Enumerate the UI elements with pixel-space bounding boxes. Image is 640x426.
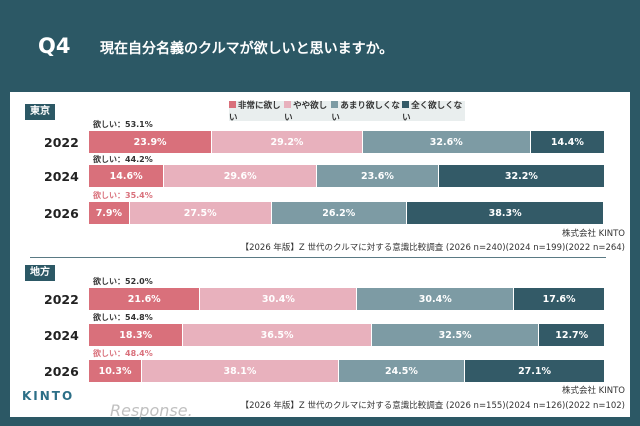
- bar-segment: 23.9%: [89, 131, 213, 153]
- bar-segment: 7.9%: [89, 202, 130, 224]
- want-total-label: 欲しい：44.2%: [93, 155, 153, 164]
- bar-segment: 26.2%: [271, 202, 407, 224]
- year-label: 2026: [44, 364, 79, 379]
- want-total-label: 欲しい：52.0%: [93, 277, 153, 286]
- bar-segment: 38.1%: [142, 360, 339, 382]
- year-label: 2024: [44, 328, 79, 343]
- stacked-bar: 14.6% 29.6% 23.6% 32.2%: [89, 165, 605, 187]
- legend: 非常に欲しい やや欲しい あまり欲しくない 全く欲しくない: [229, 101, 465, 123]
- divider: [30, 257, 606, 258]
- bar-segment: 32.6%: [362, 131, 531, 153]
- bar-segment: 30.4%: [357, 288, 515, 310]
- bar-segment: 18.3%: [89, 324, 184, 346]
- bar-segment: 29.2%: [212, 131, 363, 153]
- source-note: 株式会社 KINTO: [561, 229, 625, 239]
- bar-segment: 32.2%: [438, 165, 605, 187]
- stacked-bar: 7.9% 27.5% 26.2% 38.3%: [89, 202, 605, 224]
- bar-segment: 10.3%: [89, 360, 143, 382]
- bar-segment: 30.4%: [200, 288, 358, 310]
- region-label: 東京: [25, 104, 55, 120]
- source-note: 【2026 年版】Z 世代のクルマに対する意識比較調査 (2026 n=155)…: [240, 401, 625, 411]
- bar-segment: 23.6%: [317, 165, 439, 187]
- bar-segment: 14.4%: [530, 131, 606, 153]
- legend-item: やや欲しい: [284, 101, 328, 123]
- bar-segment: 27.1%: [465, 360, 605, 382]
- source-note: 【2026 年版】Z 世代のクルマに対する意識比較調査 (2026 n=240)…: [240, 243, 625, 253]
- legend-item: あまり欲しくない: [331, 101, 400, 123]
- want-total-label: 欲しい：54.8%: [93, 313, 153, 322]
- want-total-label: 欲しい：53.1%: [93, 120, 153, 129]
- want-total-label: 欲しい：35.4%: [93, 191, 153, 200]
- bar-segment: 27.5%: [129, 202, 272, 224]
- region-label: 地方: [25, 265, 55, 281]
- bar-segment: 32.5%: [371, 324, 540, 346]
- stacked-bar: 10.3% 38.1% 24.5% 27.1%: [89, 360, 605, 382]
- bar-segment: 17.6%: [514, 288, 605, 310]
- legend-item: 全く欲しくない: [402, 101, 463, 123]
- bar-segment: 36.5%: [183, 324, 372, 346]
- kinto-logo: KINTO: [22, 389, 75, 403]
- bar-segment: 29.6%: [164, 165, 318, 187]
- stacked-bar: 21.6% 30.4% 30.4% 17.6%: [89, 288, 605, 310]
- bar-segment: 24.5%: [338, 360, 466, 382]
- legend-item: 非常に欲しい: [229, 101, 281, 123]
- watermark: Response.: [110, 401, 193, 420]
- question-title: 現在自分名義のクルマが欲しいと思いますか。: [100, 41, 394, 57]
- bar-segment: 21.6%: [89, 288, 201, 310]
- year-label: 2024: [44, 169, 79, 184]
- bar-segment: 12.7%: [539, 324, 605, 346]
- want-total-label: 欲しい：48.4%: [93, 349, 153, 358]
- stacked-bar: 18.3% 36.5% 32.5% 12.7%: [89, 324, 605, 346]
- year-label: 2022: [44, 135, 79, 150]
- year-label: 2022: [44, 292, 79, 307]
- bar-segment: 14.6%: [89, 165, 165, 187]
- stacked-bar: 23.9% 29.2% 32.6% 14.4%: [89, 131, 606, 153]
- year-label: 2026: [44, 206, 79, 221]
- source-note: 株式会社 KINTO: [561, 386, 625, 396]
- question-number: Q4: [38, 34, 71, 58]
- bar-segment: 38.3%: [406, 202, 605, 224]
